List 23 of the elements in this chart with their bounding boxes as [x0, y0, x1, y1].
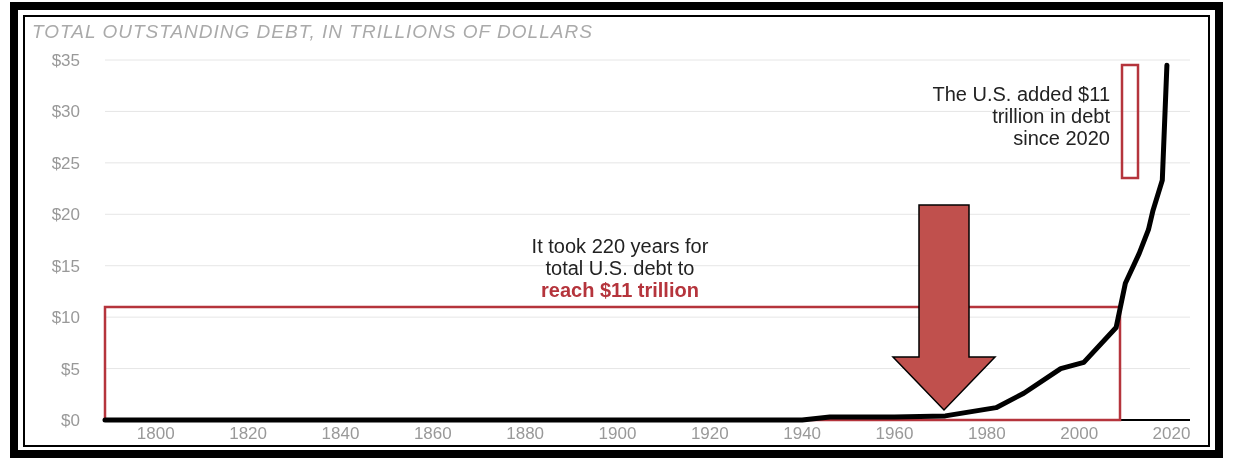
x-tick-label: 2020 [1152, 424, 1191, 443]
x-tick-label: 1860 [413, 424, 452, 443]
x-tick-label: 1960 [875, 424, 914, 443]
annotation: The U.S. added $11 trillion in debt since 2020 [932, 83, 1111, 149]
x-tick-label: 2000 [1060, 424, 1099, 443]
y-tick-label: $0 [61, 410, 80, 430]
y-tick-label: $20 [51, 205, 80, 225]
y-tick-label: $35 [51, 50, 80, 70]
x-tick-label: 1980 [967, 424, 1006, 443]
x-tick-label: 1840 [321, 424, 360, 443]
x-tick-label: 1940 [783, 424, 822, 443]
annotation: It took 220 years for total U.S. debt to reach $11 trillion [531, 235, 709, 301]
x-tick-label: 1800 [136, 424, 175, 443]
x-tick-label: 1920 [690, 424, 729, 443]
chart-title: TOTAL OUTSTANDING DEBT, IN TRILLIONS OF DOLLARS [32, 21, 593, 42]
x-tick-label: 1820 [229, 424, 268, 443]
y-tick-label: $10 [51, 308, 80, 328]
y-tick-label: $15 [51, 256, 80, 276]
y-tick-label: $5 [61, 359, 80, 379]
y-tick-label: $25 [51, 153, 80, 173]
x-tick-label: 1900 [598, 424, 637, 443]
y-tick-label: $30 [51, 102, 80, 122]
x-tick-label: 1880 [506, 424, 545, 443]
